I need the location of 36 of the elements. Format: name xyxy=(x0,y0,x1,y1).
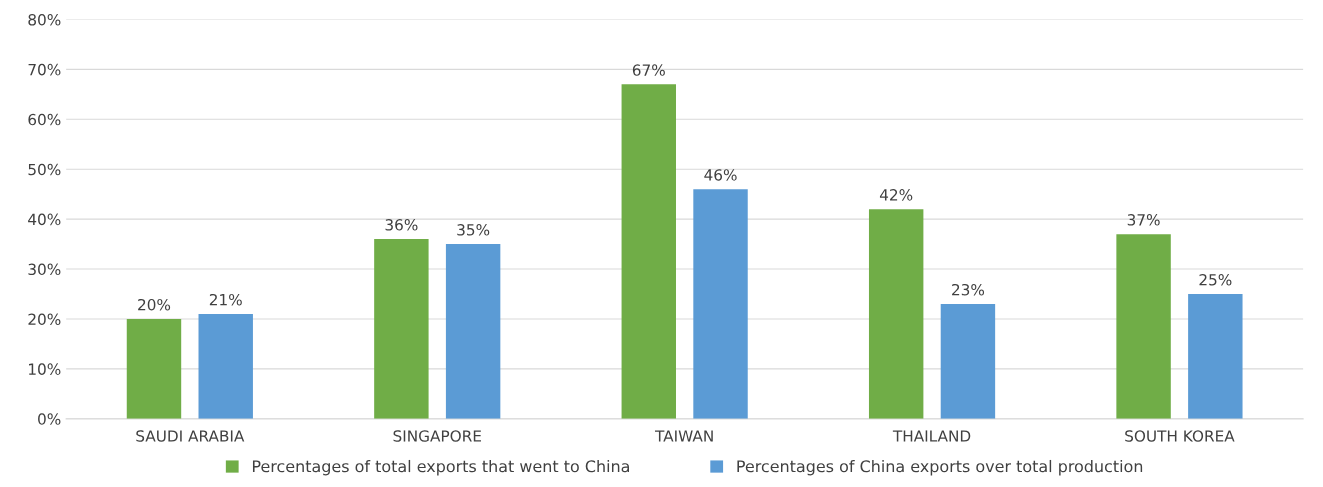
y-tick-label: 10% xyxy=(29,363,61,375)
data-label: 42% xyxy=(879,189,913,201)
data-label: 25% xyxy=(1199,273,1232,286)
data-label: 35% xyxy=(457,224,490,236)
y-tick-label: 0% xyxy=(38,413,61,425)
x-tick-label: TAIWAN xyxy=(654,430,713,442)
y-tick-label: 80% xyxy=(28,13,61,26)
y-tick-label: 50% xyxy=(28,163,61,176)
bar xyxy=(1188,294,1243,419)
y-tick-label: 60% xyxy=(28,113,61,126)
y-tick-label: 40% xyxy=(28,213,61,226)
bar xyxy=(126,318,182,419)
data-label: 20% xyxy=(138,298,171,311)
bar xyxy=(1116,234,1171,419)
data-label: 36% xyxy=(385,219,418,231)
bar xyxy=(693,189,748,419)
bar xyxy=(374,239,429,419)
y-tick-label: 30% xyxy=(28,263,61,276)
bar xyxy=(198,313,253,419)
y-tick-label: 20% xyxy=(28,313,61,326)
data-label: 23% xyxy=(952,283,985,296)
legend-label: Percentages of China exports over total production xyxy=(737,459,1143,476)
y-tick-label: 70% xyxy=(28,63,61,76)
x-tick-label: THAILAND xyxy=(892,430,971,442)
x-tick-label: SOUTH KOREA xyxy=(1125,430,1235,442)
data-label: 37% xyxy=(1127,214,1160,226)
bar xyxy=(940,304,996,419)
bar xyxy=(868,209,924,419)
data-label: 46% xyxy=(704,169,737,181)
legend-label: Percentages of total exports that went to China xyxy=(252,459,629,476)
x-tick-label: SINGAPORE xyxy=(393,430,481,442)
bar xyxy=(621,84,676,419)
data-label: 21% xyxy=(209,293,242,306)
x-tick-label: SAUDI ARABIA xyxy=(136,430,245,442)
data-label: 67% xyxy=(632,64,665,76)
bar xyxy=(445,244,501,419)
